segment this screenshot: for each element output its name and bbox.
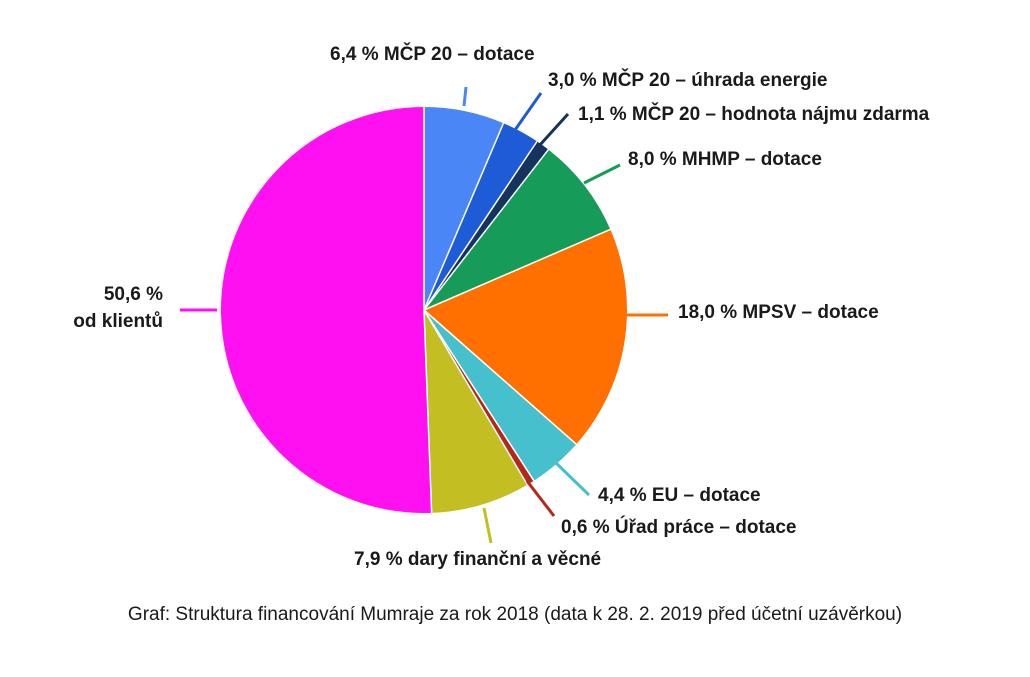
slice-label-mcp20-najem: 1,1 % MČP 20 – hodnota nájmu zdarma — [578, 103, 930, 125]
slice-label-urad-prace: 0,6 % Úřad práce – dotace — [561, 516, 797, 538]
leader-line-2 — [537, 112, 570, 148]
leader-line-1 — [513, 92, 543, 131]
slice-label-klienti-percent: 50,6 % — [104, 284, 163, 305]
pie-slice-0 — [424, 107, 504, 310]
leader-line-7 — [482, 507, 493, 544]
pie-slice-5 — [424, 310, 577, 481]
slice-labels: 6,4 % MČP 20 – dotace 3,0 % MČP 20 – úhr… — [73, 43, 929, 570]
pie-slice-3 — [424, 149, 611, 310]
pie-slice-1 — [424, 123, 538, 310]
chart-caption: Graf: Struktura financování Mumraje za r… — [127, 604, 903, 625]
leader-line-5 — [554, 461, 591, 497]
slice-separator-3 — [423, 149, 550, 311]
slice-separator-4 — [423, 228, 611, 311]
slice-label-mcp20-energie: 3,0 % MČP 20 – úhrada energie — [548, 69, 828, 91]
leader-line-3 — [583, 163, 621, 185]
pie-slices — [221, 107, 627, 514]
leader-lines — [180, 86, 668, 544]
pie-slice-4 — [424, 229, 627, 445]
slice-separator-5 — [423, 309, 577, 445]
pie-slice-7 — [424, 310, 528, 513]
slice-separator-1 — [423, 122, 505, 311]
slice-separator-8 — [423, 309, 433, 513]
slice-separator-2 — [423, 140, 538, 311]
slice-label-mhmp: 8,0 % MHMP – dotace — [628, 149, 822, 170]
pie-slice-8 — [221, 107, 432, 514]
slice-separator-6 — [423, 309, 535, 482]
leader-line-6 — [525, 480, 556, 517]
leader-line-0 — [462, 86, 468, 107]
slice-label-mpsv: 18,0 % MPSV – dotace — [678, 302, 879, 323]
slice-label-mcp20-dotace: 6,4 % MČP 20 – dotace — [330, 43, 535, 65]
slice-label-klienti-text: od klientů — [73, 311, 163, 332]
slice-label-dary: 7,9 % dary finanční a věcné — [354, 549, 601, 570]
pie-slice-2 — [424, 141, 549, 310]
slice-label-eu: 4,4 % EU – dotace — [598, 485, 761, 506]
pie-chart: 6,4 % MČP 20 – dotace 3,0 % MČP 20 – úhr… — [73, 43, 929, 570]
slice-separator-7 — [423, 309, 528, 486]
